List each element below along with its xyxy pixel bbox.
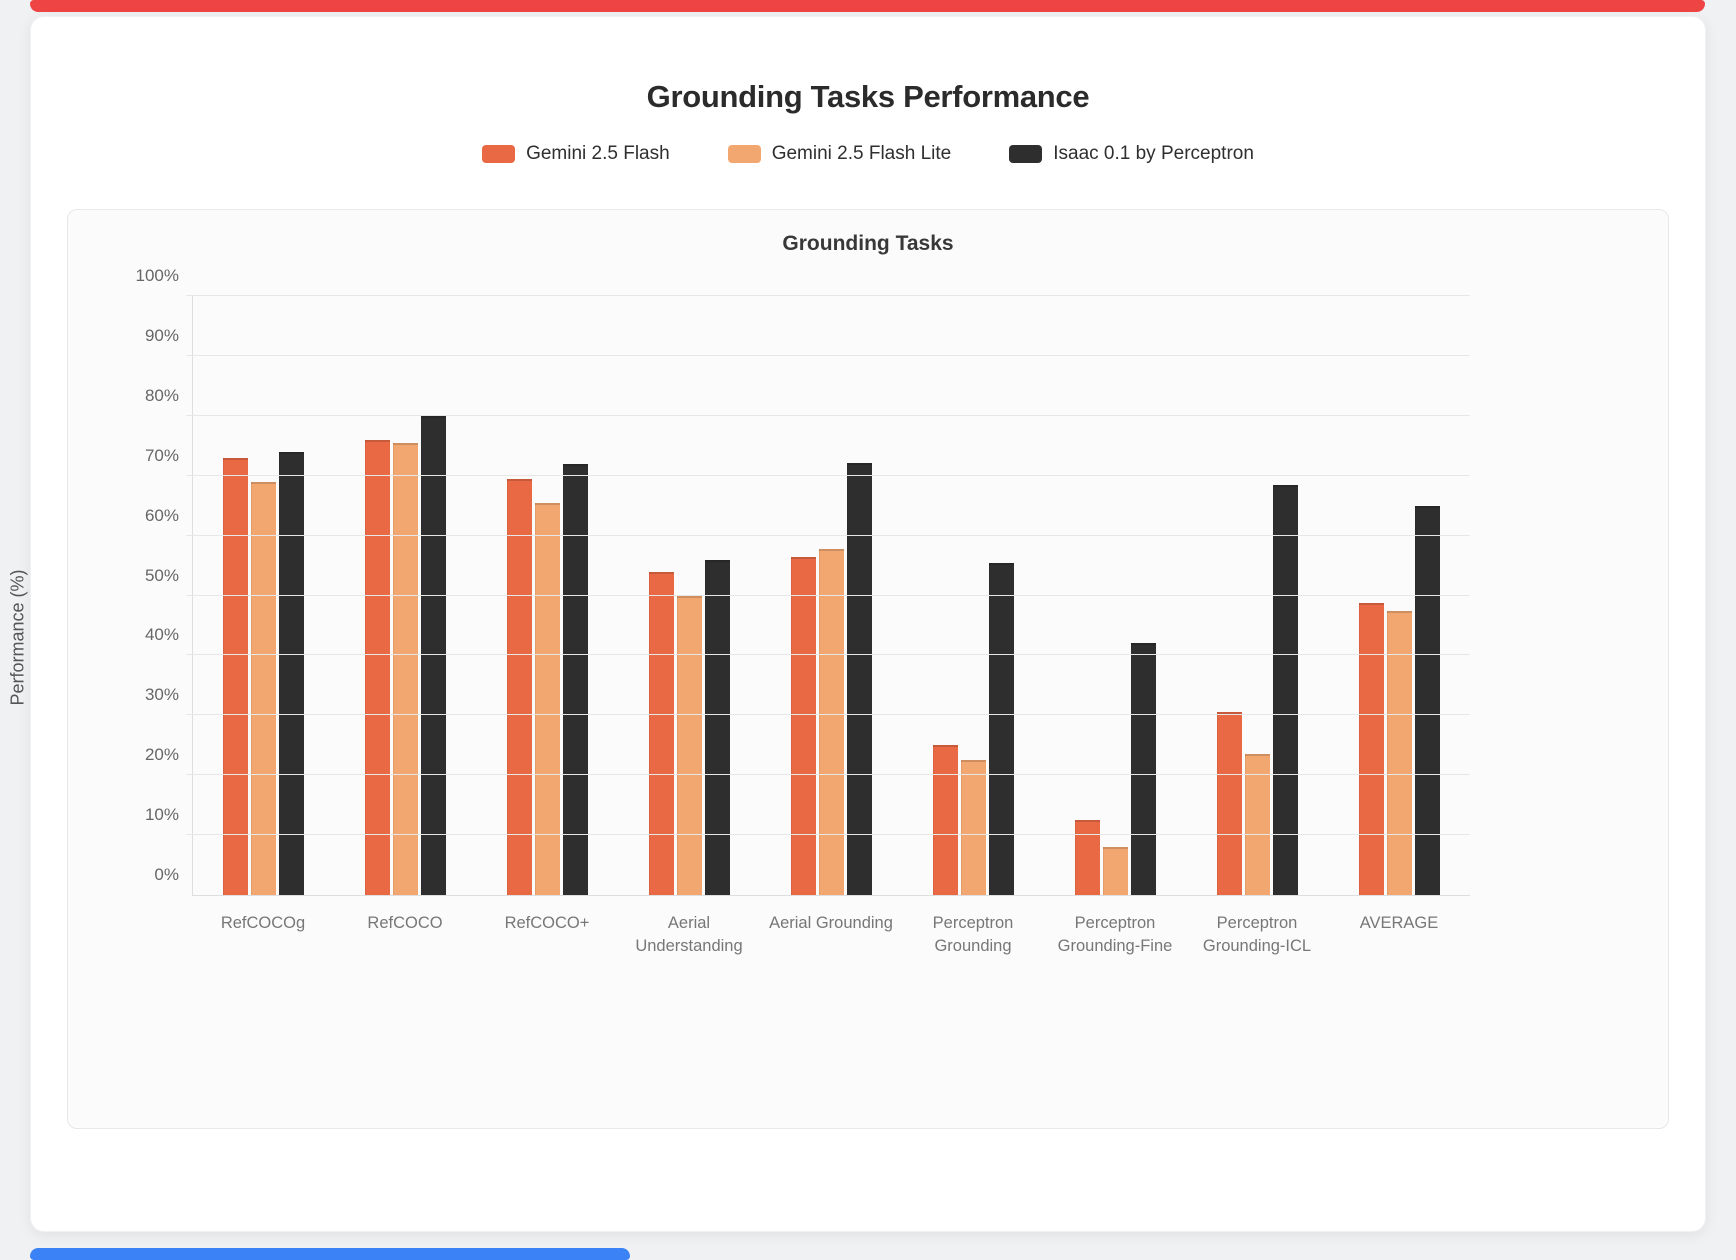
bar-isaac-0-1-by-perceptron-aerial-grounding [847,462,872,895]
gridline [186,354,1470,356]
gridline [186,714,1470,716]
bar-group-aerial-grounding [761,296,903,895]
bar-gemini-2-5-flash-lite-aerial-grounding [819,548,844,895]
gridline [186,834,1470,836]
legend-label: Isaac 0.1 by Perceptron [1053,143,1254,164]
chart-area: Performance (%) 0% 10% 20% 30% 40% 50% 60% 70% 8… [8,266,1668,958]
top-accent-strip [30,0,1705,12]
bar-isaac-0-1-by-perceptron-perceptron-grounding [988,562,1014,895]
x-axis-label-refcocog: RefCOCOg [220,914,306,932]
gridline [186,474,1470,476]
bar-gemini-2-5-flash-lite-refcoco [535,502,561,895]
legend-swatch-icon [482,145,516,163]
bar-gemini-2-5-flash-perceptron-grounding-fine [1074,820,1100,895]
bar-gemini-2-5-flash-refcocog [223,457,249,895]
bar-gemini-2-5-flash-lite-aerial-understanding [677,595,703,895]
plot-area: 0% 10% 20% 30% 40% 50% 60% 70% 80% 90% 100% [136,266,1470,896]
gridline [186,295,1470,296]
legend-swatch-icon [727,145,761,163]
gridline [186,654,1470,656]
page-title: Grounding Tasks Performance [646,79,1090,114]
bar-isaac-0-1-by-perceptron-average [1414,505,1440,895]
bar-isaac-0-1-by-perceptron-perceptron-grounding-fine [1130,643,1156,895]
legend-item-gemini-2-5-flash[interactable]: Gemini 2.5 Flash [482,143,670,165]
chart-card: Grounding Tasks Performance Gemini 2.5 F… [8,16,1706,1232]
gridline [186,414,1470,416]
bar-gemini-2-5-flash-refcoco [507,478,533,895]
legend-swatch-icon [1009,145,1043,163]
bar-gemini-2-5-flash-lite-perceptron-grounding-fine [1102,847,1128,895]
legend-item-gemini-2-5-flash-lite[interactable]: Gemini 2.5 Flash Lite [727,143,952,165]
bar-isaac-0-1-by-perceptron-refcoco [563,463,589,895]
bar-gemini-2-5-flash-aerial-understanding [649,571,675,895]
gridline [186,594,1470,596]
y-tick-label: 10% [144,805,179,825]
bar-isaac-0-1-by-perceptron-perceptron-grounding-icl [1272,484,1298,895]
x-axis-label-aerial-grounding: Aerial Grounding [769,914,893,932]
bar-group-refcoco [477,296,619,895]
bar-gemini-2-5-flash-average [1358,602,1384,895]
bar-gemini-2-5-flash-lite-perceptron-grounding-icl [1244,754,1270,895]
bar-isaac-0-1-by-perceptron-refcoco [421,415,447,895]
bar-group-aerial-understanding [619,296,761,895]
x-axis-label-perceptron-grounding: Perceptron Grounding [932,914,1014,956]
y-tick-label: 100% [135,266,179,285]
bar-group-perceptron-grounding [902,296,1044,895]
legend-label: Gemini 2.5 Flash Lite [771,143,952,164]
bar-gemini-2-5-flash-lite-refcoco [393,442,419,895]
y-tick-label: 60% [144,505,179,525]
x-axis-label-perceptron-grounding-fine: Perceptron Grounding-Fine [1057,914,1173,956]
x-axis-label-perceptron-grounding-icl: Perceptron Grounding-ICL [1202,914,1312,956]
bar-group-refcocog [193,296,335,895]
bar-isaac-0-1-by-perceptron-aerial-understanding [705,559,731,895]
bar-group-perceptron-grounding-icl [1186,296,1328,895]
x-axis-label-refcoco: RefCOCO+ [504,914,590,932]
legend-label: Gemini 2.5 Flash [526,143,670,164]
y-tick-label: 50% [144,565,179,585]
bar-gemini-2-5-flash-aerial-grounding [791,556,816,895]
bar-group-perceptron-grounding-fine [1044,296,1186,895]
y-axis-title: Performance (%) [7,569,28,706]
bottom-accent-strip [30,1248,630,1260]
y-tick-label: 80% [144,385,179,405]
bars-container [193,296,1470,895]
y-tick-label: 40% [144,625,179,645]
chart-subtitle: Grounding Tasks [782,232,954,255]
bar-isaac-0-1-by-perceptron-refcocog [279,451,305,895]
bar-gemini-2-5-flash-lite-average [1386,611,1412,895]
y-tick-label: 20% [144,745,179,765]
bar-group-average [1328,296,1470,895]
bar-gemini-2-5-flash-lite-refcocog [251,481,277,895]
bar-gemini-2-5-flash-perceptron-grounding [932,745,958,895]
x-axis-label-refcoco: RefCOCO [367,914,443,932]
y-tick-label: 90% [144,325,179,345]
x-axis-labels: RefCOCOg RefCOCO RefCOCO+ Aerial Understand… [192,912,1470,958]
y-tick-label: 30% [144,685,179,705]
y-tick-label: 70% [144,445,179,465]
bar-gemini-2-5-flash-perceptron-grounding-icl [1216,712,1242,895]
chart-panel: Grounding Tasks Performance (%) 0% 10% 20%… [8,209,1669,1129]
bar-group-refcoco [335,296,477,895]
legend-item-isaac-0-1-by-perceptron[interactable]: Isaac 0.1 by Perceptron [1009,143,1254,165]
bar-gemini-2-5-flash-refcoco [365,439,391,895]
bar-gemini-2-5-flash-lite-perceptron-grounding [960,760,986,895]
x-axis-label-aerial-understanding: Aerial Understanding [635,914,743,956]
gridline [186,774,1470,776]
chart-legend: Gemini 2.5 Flash Gemini 2.5 Flash Lite Isa… [31,143,1705,165]
y-tick-label: 0% [154,865,179,884]
x-axis-label-average: AVERAGE [1359,914,1439,932]
gridline [186,534,1470,536]
